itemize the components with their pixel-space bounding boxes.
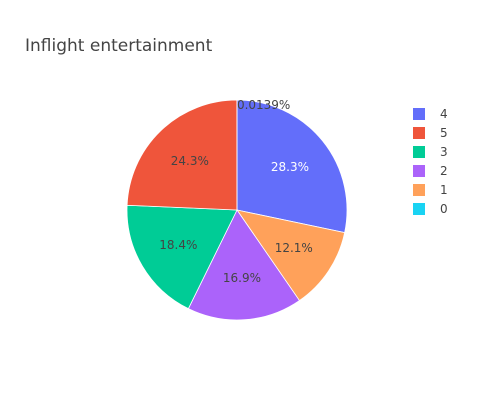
legend-swatch-3[interactable]: [413, 146, 425, 158]
pie-slices: [126, 99, 348, 321]
legend-swatch-4[interactable]: [413, 108, 425, 120]
pie-slice-3: [126, 204, 238, 310]
legend-label-3[interactable]: 3: [440, 145, 448, 159]
slice-label-5: 24.3%: [171, 154, 209, 168]
slice-label-0: 0.0139%: [237, 98, 290, 112]
legend-swatch-0[interactable]: [413, 203, 425, 215]
pie-slice-2: [187, 209, 300, 321]
slice-label-4: 28.3%: [271, 160, 309, 174]
pie-slice-4: [236, 99, 348, 234]
legend: 4 5 3 2 1 0: [413, 107, 448, 216]
pie-slice-labels: 28.3% 12.1% 16.9% 18.4% 24.3% 0.0139%: [159, 98, 313, 285]
slice-label-2: 16.9%: [223, 271, 261, 285]
legend-label-1[interactable]: 1: [440, 183, 448, 197]
slice-label-1: 12.1%: [275, 241, 313, 255]
slice-label-3: 18.4%: [159, 238, 197, 252]
legend-label-2[interactable]: 2: [440, 164, 448, 178]
legend-swatch-2[interactable]: [413, 165, 425, 177]
chart-title: Inflight entertainment: [25, 36, 213, 56]
pie-slice-1: [236, 209, 346, 302]
legend-swatch-5[interactable]: [413, 127, 425, 139]
legend-swatch-1[interactable]: [413, 184, 425, 196]
pie-slice-5: [126, 99, 238, 211]
legend-label-0[interactable]: 0: [440, 202, 448, 216]
legend-label-5[interactable]: 5: [440, 126, 448, 140]
legend-label-4[interactable]: 4: [440, 107, 448, 121]
